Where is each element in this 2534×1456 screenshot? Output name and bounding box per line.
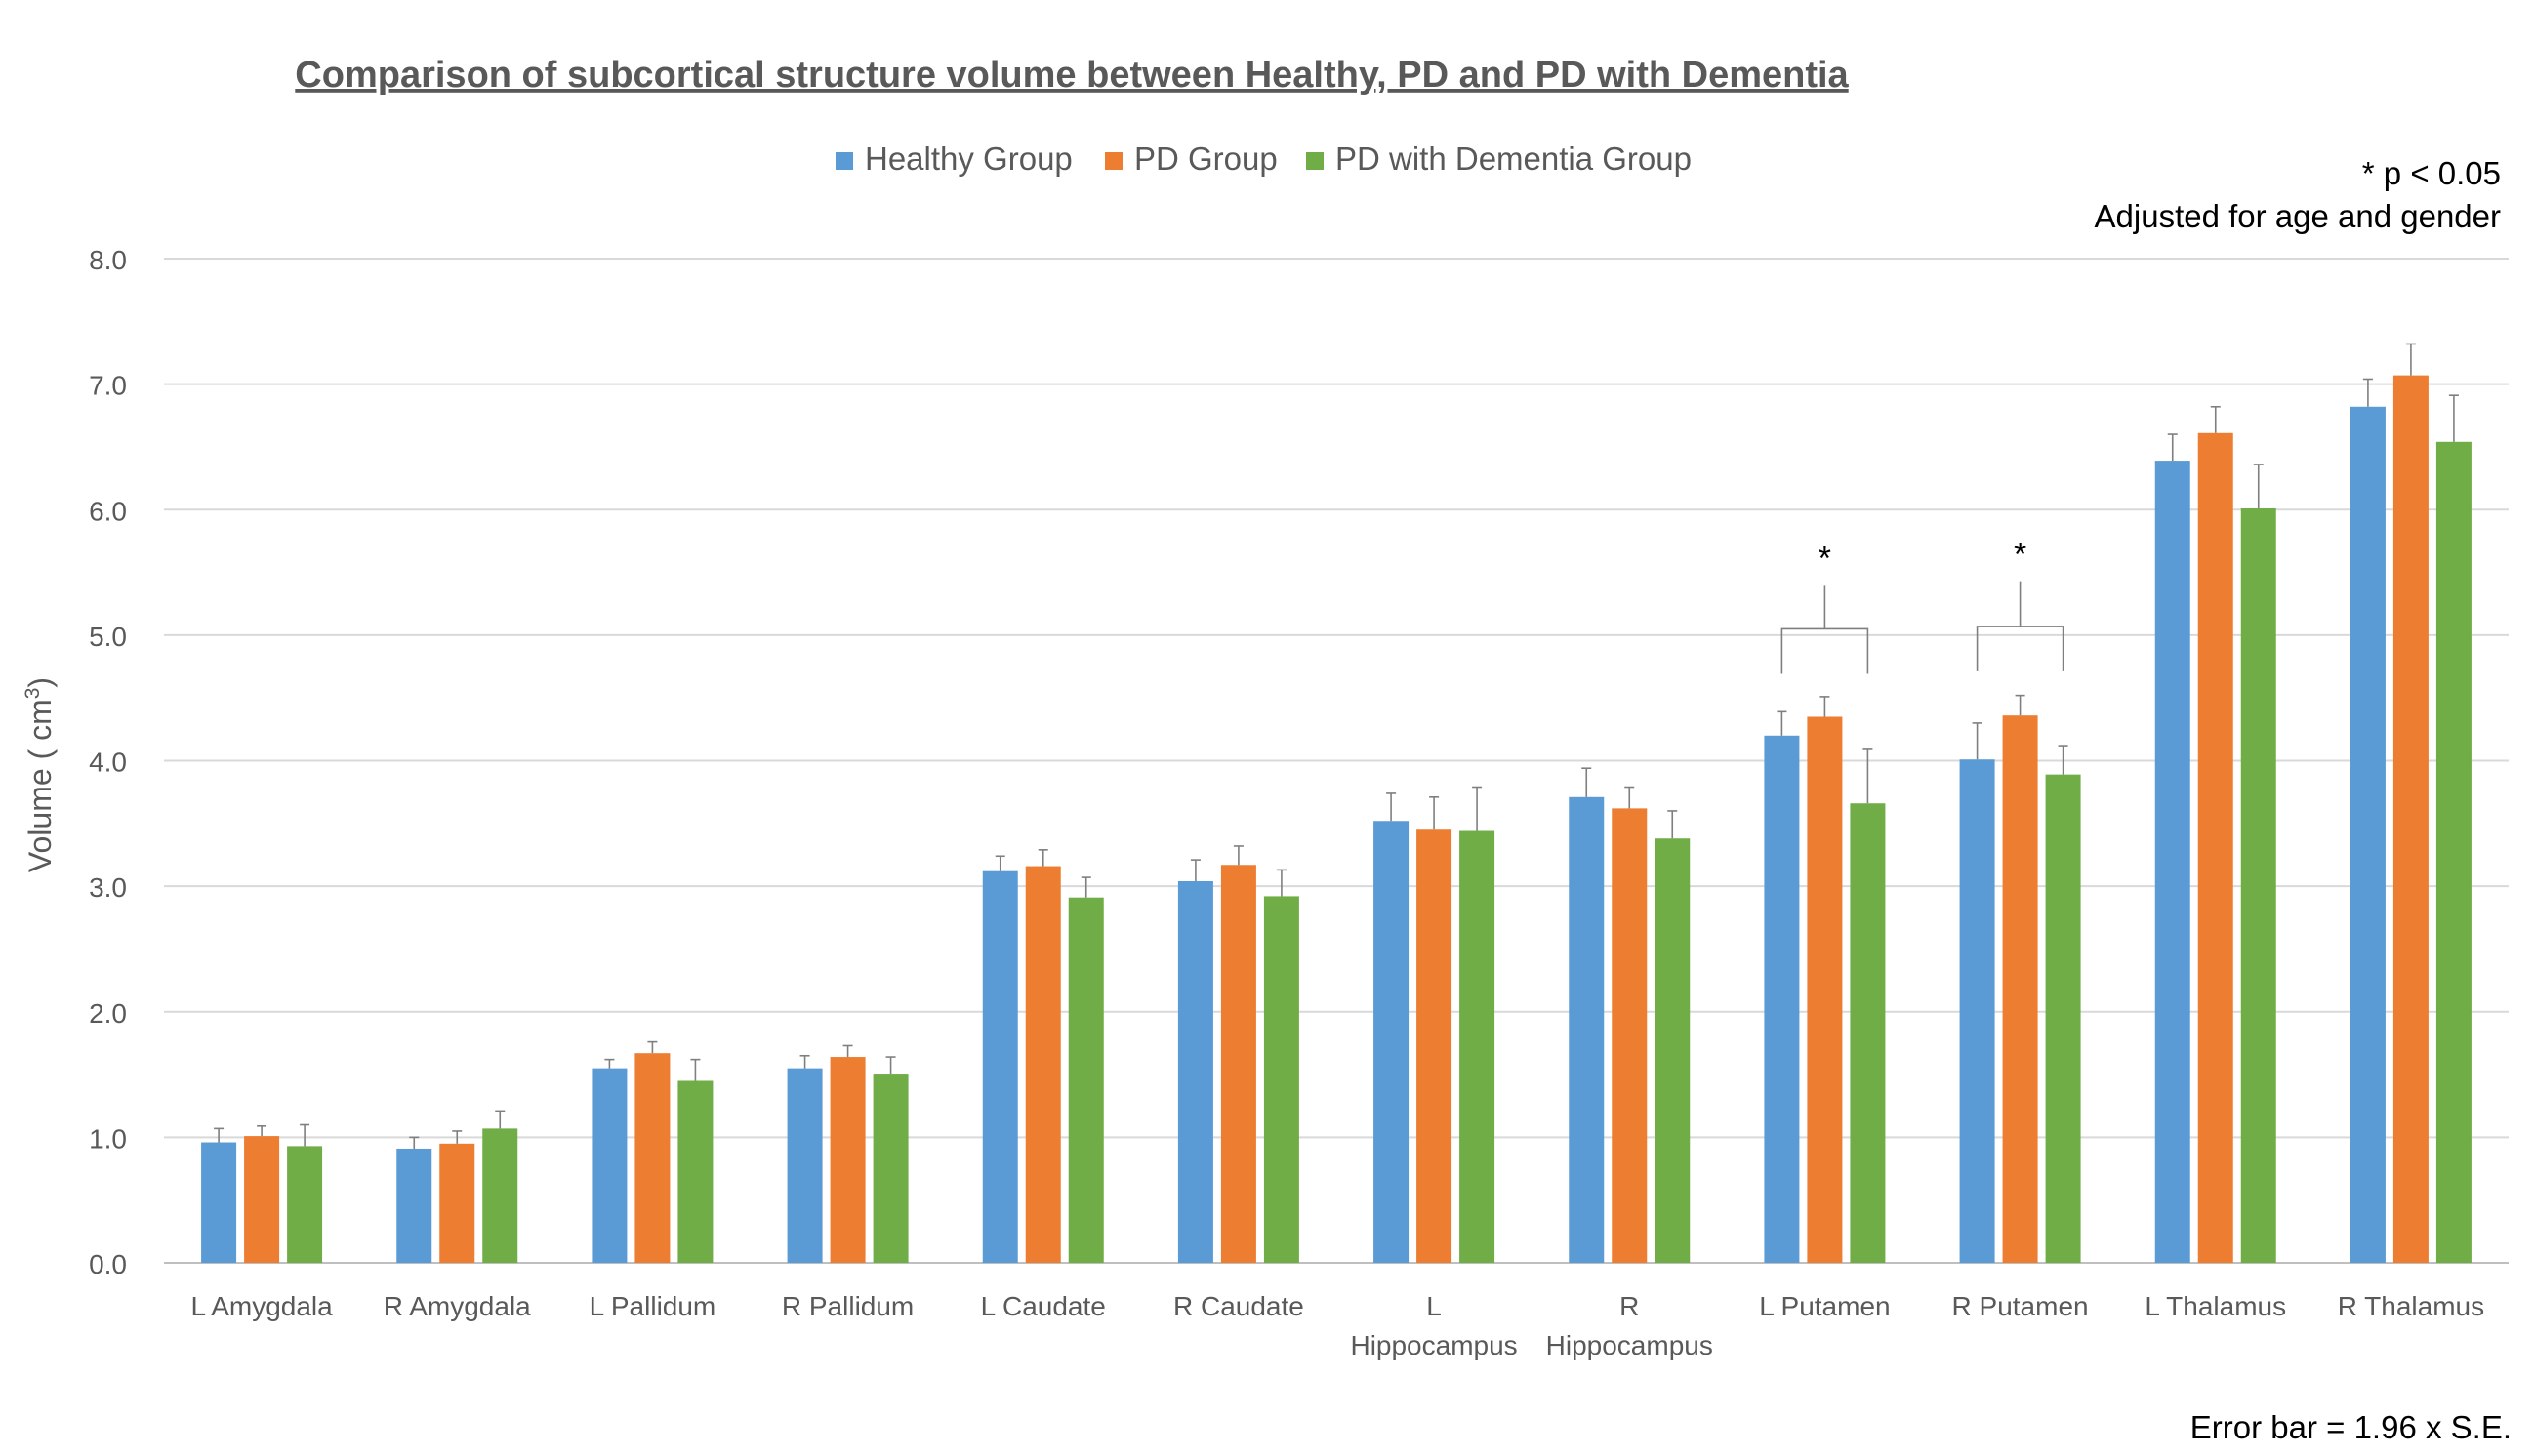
gridlines <box>164 258 2509 1264</box>
bar <box>1655 838 1691 1263</box>
bar <box>2045 774 2081 1263</box>
bar <box>982 870 1018 1263</box>
error-bars <box>214 343 2459 1149</box>
bar <box>1068 897 1104 1263</box>
bar <box>2002 715 2038 1263</box>
legend-label: PD Group <box>1134 141 1278 177</box>
x-tick-label: L Caudate <box>981 1291 1106 1321</box>
x-tick-labels: L Amygdala R Amygdala L Pallidum R Pallidum… <box>190 1291 2484 1360</box>
legend-swatch <box>1105 152 1123 170</box>
y-tick-label: 8.0 <box>89 245 127 275</box>
bar <box>1025 866 1061 1263</box>
bar <box>2350 406 2386 1264</box>
x-tick-label: L Pallidum <box>590 1291 716 1321</box>
bar <box>1612 808 1648 1263</box>
bar <box>2154 461 2190 1263</box>
bar <box>482 1128 518 1263</box>
bar <box>830 1057 866 1263</box>
bar <box>592 1068 628 1263</box>
bar <box>439 1143 475 1263</box>
bar <box>2240 507 2276 1263</box>
bar <box>1416 829 1452 1263</box>
bar <box>1177 880 1213 1263</box>
y-tick-label: 1.0 <box>89 1123 127 1153</box>
y-axis-label-superscript: 3 <box>21 688 44 700</box>
y-axis-label-end: ) <box>22 677 58 688</box>
y-tick-label: 3.0 <box>89 872 127 903</box>
errorbar-note: Error bar = 1.96 x S.E. <box>2190 1409 2512 1445</box>
x-tick-label: R Caudate <box>1173 1291 1304 1321</box>
bar <box>873 1074 909 1263</box>
bar <box>1569 796 1605 1263</box>
x-tick-label: R Hippocampus <box>1546 1291 1713 1360</box>
x-tick-label: L Hippocampus <box>1350 1291 1517 1360</box>
bar <box>1459 830 1495 1263</box>
legend-swatch <box>1306 152 1324 170</box>
y-tick-label: 5.0 <box>89 622 127 652</box>
bar <box>287 1146 323 1263</box>
bar <box>2197 432 2233 1263</box>
bar <box>634 1053 671 1263</box>
x-tick-label: L Thalamus <box>2145 1291 2286 1321</box>
bar <box>396 1148 432 1263</box>
significance-star: * <box>1819 540 1831 577</box>
x-tick-label: L Amygdala <box>190 1291 333 1321</box>
significance-star: * <box>2014 537 2026 574</box>
bar <box>1764 735 1800 1263</box>
y-tick-label: 6.0 <box>89 496 127 526</box>
y-tick-label: 0.0 <box>89 1249 127 1279</box>
bar <box>1373 821 1410 1263</box>
pvalue-note: * p < 0.05 <box>2362 155 2501 191</box>
y-tick-label: 2.0 <box>89 998 127 1029</box>
y-tick-label: 7.0 <box>89 371 127 401</box>
significance-markers: * * <box>1780 537 2064 674</box>
x-tick-label: L Putamen <box>1759 1291 1890 1321</box>
y-tick-label: 4.0 <box>89 748 127 778</box>
bar <box>2435 441 2472 1264</box>
bar <box>1807 716 1843 1263</box>
bar <box>1263 896 1299 1263</box>
chart-title: Comparison of subcortical structure volu… <box>295 55 1849 96</box>
bar <box>2392 375 2429 1264</box>
adjustment-note: Adjusted for age and gender <box>2095 198 2501 234</box>
y-axis-label: Volume ( cm3) <box>21 677 58 872</box>
bar <box>1959 759 1995 1263</box>
bar <box>201 1142 237 1263</box>
legend-swatch <box>836 152 853 170</box>
bars <box>201 375 2472 1264</box>
bar <box>787 1068 823 1263</box>
x-tick-label: R Amygdala <box>384 1291 531 1321</box>
bar <box>677 1080 714 1263</box>
legend-label: PD with Dementia Group <box>1335 141 1692 177</box>
bar <box>244 1136 280 1263</box>
y-tick-labels: 0.0 1.0 2.0 3.0 4.0 5.0 6.0 7.0 8.0 <box>89 245 127 1279</box>
x-tick-label: R Pallidum <box>782 1291 914 1321</box>
bar <box>1220 865 1256 1263</box>
significance-bracket <box>1976 581 2064 671</box>
significance-bracket <box>1780 585 1869 674</box>
x-tick-label: R Putamen <box>1952 1291 2089 1321</box>
x-tick-label: R Thalamus <box>2338 1291 2484 1321</box>
legend: Healthy Group PD Group PD with Dementia Gr… <box>836 141 1692 177</box>
legend-label: Healthy Group <box>865 141 1073 177</box>
bar <box>1850 803 1886 1263</box>
